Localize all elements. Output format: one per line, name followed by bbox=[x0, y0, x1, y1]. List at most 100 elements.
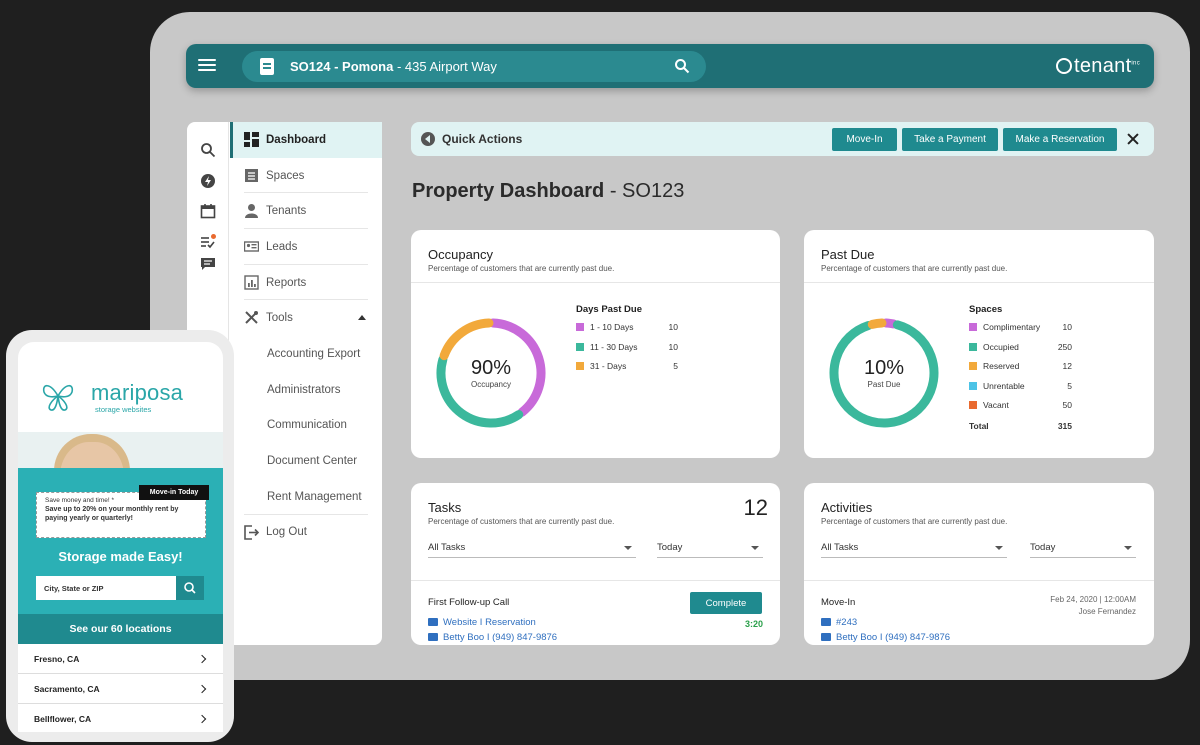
brand-name: tenant bbox=[1074, 55, 1132, 77]
sidebar-item-label: Rent Management bbox=[267, 490, 362, 503]
occupancy-card: Occupancy Percentage of customers that a… bbox=[411, 230, 780, 458]
legend-value: 50 bbox=[1062, 400, 1072, 410]
chevron-up-icon[interactable] bbox=[358, 315, 366, 321]
occupancy-donut-chart bbox=[436, 318, 546, 428]
move-in-today-badge[interactable]: Move-in Today bbox=[139, 485, 209, 500]
sidebar-item-logout[interactable]: Log Out bbox=[230, 515, 382, 551]
legend-item: Reserved 12 bbox=[969, 360, 1072, 372]
legend-value: 5 bbox=[1067, 380, 1072, 391]
activity-contact-link[interactable]: Betty Boo I (949) 847-9876 bbox=[821, 632, 950, 643]
task-type-select[interactable]: All Tasks bbox=[428, 540, 636, 558]
sidebar-item-dashboard[interactable]: Dashboard bbox=[230, 122, 382, 158]
sidebar-item-reports[interactable]: Reports bbox=[230, 265, 382, 301]
tools-icon bbox=[245, 311, 258, 325]
see-locations-button[interactable]: See our 60 locations bbox=[18, 614, 223, 644]
legend-title: Spaces bbox=[969, 304, 1003, 315]
sidebar-item-accounting-export[interactable]: Accounting Export bbox=[230, 336, 382, 372]
move-in-button[interactable]: Move-In bbox=[832, 128, 897, 151]
sidebar-item-label: Tenants bbox=[266, 205, 307, 218]
legend-swatch bbox=[969, 401, 977, 409]
sidebar-item-document-center[interactable]: Document Center bbox=[230, 443, 382, 479]
link-text: Betty Boo I (949) 847-9876 bbox=[443, 632, 558, 643]
mobile-headline: Storage made Easy! bbox=[58, 549, 183, 564]
chevron-down-icon bbox=[624, 546, 632, 550]
legend-label: Reserved bbox=[983, 361, 1020, 371]
quick-actions-bar: Quick Actions Move-In Take a Payment Mak… bbox=[411, 122, 1154, 156]
location-search-input[interactable]: City, State or ZIP bbox=[36, 576, 176, 600]
sidebar-item-label: Spaces bbox=[266, 169, 305, 182]
legend-total-row: Total 315 bbox=[969, 420, 1072, 432]
mobile-search-button[interactable] bbox=[176, 576, 204, 600]
legend-swatch bbox=[576, 362, 584, 370]
close-icon[interactable] bbox=[1124, 130, 1142, 148]
task-date-select[interactable]: Today bbox=[657, 540, 763, 558]
location-item[interactable]: Fresno, CA bbox=[18, 644, 223, 674]
location-selector[interactable]: SO124 - Pomona - 435 Airport Way bbox=[242, 51, 706, 82]
quick-action-icon[interactable] bbox=[200, 173, 216, 189]
select-value: All Tasks bbox=[821, 542, 859, 553]
sidebar-item-tools[interactable]: Tools bbox=[230, 300, 382, 336]
storage-unit-icon bbox=[245, 168, 258, 182]
location-address: - 435 Airport Way bbox=[396, 59, 497, 74]
legend-label: Vacant bbox=[983, 400, 1009, 410]
task-source-link[interactable]: Website I Reservation bbox=[428, 617, 536, 628]
location-code: SO124 - Pomona bbox=[290, 59, 394, 74]
sidebar-item-communication[interactable]: Communication bbox=[230, 408, 382, 444]
mobile-brand: mariposa bbox=[91, 380, 184, 405]
calendar-icon[interactable] bbox=[200, 203, 216, 219]
complete-button[interactable]: Complete bbox=[690, 592, 762, 614]
activity-unit-link[interactable]: #243 bbox=[821, 617, 857, 628]
mobile-device: mariposa storage websites Save money and… bbox=[6, 330, 234, 742]
make-reservation-button[interactable]: Make a Reservation bbox=[1003, 128, 1117, 151]
select-value: Today bbox=[1030, 542, 1056, 553]
location-name: Sacramento, CA bbox=[34, 684, 100, 694]
quick-action-icon bbox=[421, 132, 435, 146]
sidebar-item-label: Reports bbox=[266, 276, 307, 289]
legend-item: Vacant 50 bbox=[969, 399, 1072, 411]
chat-icon[interactable] bbox=[200, 256, 216, 272]
divider bbox=[804, 282, 1154, 283]
card-subtitle: Percentage of customers that are current… bbox=[821, 517, 1008, 526]
card-subtitle: Percentage of customers that are current… bbox=[821, 264, 1008, 273]
card-title: Activities bbox=[821, 500, 873, 515]
sidebar-item-spaces[interactable]: Spaces bbox=[230, 158, 382, 194]
past-due-donut-chart bbox=[829, 318, 939, 428]
activity-type-select[interactable]: All Tasks bbox=[821, 540, 1007, 558]
past-due-card: Past Due Percentage of customers that ar… bbox=[804, 230, 1154, 458]
search-icon[interactable] bbox=[674, 58, 690, 74]
activity-item-title: Move-In bbox=[821, 597, 856, 608]
page-title-main: Property Dashboard bbox=[412, 180, 605, 202]
link-text: #243 bbox=[836, 617, 858, 628]
legend-label: Occupied bbox=[983, 341, 1019, 352]
task-contact-link[interactable]: Betty Boo I (949) 847-9876 bbox=[428, 632, 557, 643]
sidebar-item-label: Communication bbox=[267, 419, 347, 432]
legend-item: 11 - 30 Days 10 bbox=[576, 341, 678, 353]
card-title: Occupancy bbox=[428, 247, 494, 262]
location-item[interactable]: Sacramento, CA bbox=[18, 674, 223, 704]
location-name: Bellflower, CA bbox=[34, 714, 92, 724]
sidebar-item-rent-management[interactable]: Rent Management bbox=[230, 479, 382, 515]
location-name: Fresno, CA bbox=[34, 654, 80, 664]
search-icon[interactable] bbox=[200, 142, 216, 158]
promo-line1: Save money and time! * bbox=[45, 497, 115, 504]
past-due-percent: 10% bbox=[863, 357, 905, 379]
legend-value: 5 bbox=[673, 361, 678, 371]
sidebar-item-administrators[interactable]: Administrators bbox=[230, 372, 382, 408]
chevron-right-icon bbox=[197, 684, 207, 694]
chevron-right-icon bbox=[197, 654, 207, 664]
legend-swatch bbox=[969, 323, 977, 331]
menu-icon[interactable] bbox=[198, 56, 216, 74]
sidebar-item-label: Dashboard bbox=[266, 133, 327, 146]
take-payment-button[interactable]: Take a Payment bbox=[902, 128, 998, 151]
task-list-icon[interactable] bbox=[200, 234, 216, 250]
brand-suffix: inc bbox=[1131, 60, 1140, 67]
occupancy-slice bbox=[436, 354, 524, 428]
brand-logo: tenantinc bbox=[1056, 55, 1140, 78]
contact-card-icon bbox=[244, 241, 259, 252]
legend-swatch bbox=[969, 381, 977, 390]
sidebar-item-tenants[interactable]: Tenants bbox=[230, 193, 382, 229]
past-due-center-label: Past Due bbox=[867, 380, 901, 389]
sidebar-item-leads[interactable]: Leads bbox=[230, 229, 382, 265]
location-item[interactable]: Bellflower, CA bbox=[18, 704, 223, 732]
activity-date-select[interactable]: Today bbox=[1030, 540, 1136, 558]
